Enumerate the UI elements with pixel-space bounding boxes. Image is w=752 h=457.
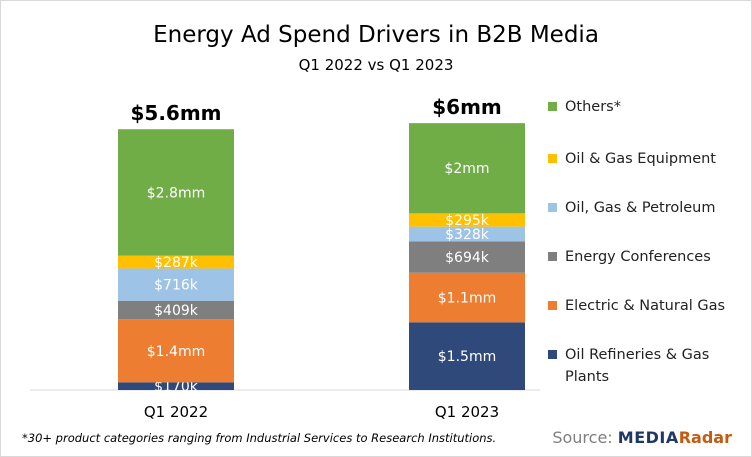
legend-swatch <box>548 252 557 261</box>
legend-swatch <box>548 154 557 163</box>
legend-label: Electric & Natural Gas <box>565 298 726 314</box>
legend-label: Others* <box>565 99 621 115</box>
legend-label: Oil, Gas & Petroleum <box>565 200 716 216</box>
bar-segment <box>409 322 525 390</box>
bar-segment <box>118 268 234 301</box>
data-label: $295k <box>445 213 490 229</box>
brand-radar: Radar <box>678 428 732 447</box>
legend-swatch <box>548 350 557 359</box>
data-label: $1.4mm <box>147 344 205 360</box>
total-label: $5.6mm <box>130 101 221 125</box>
bar-segment <box>409 241 525 273</box>
data-label: $328k <box>445 227 490 243</box>
data-label: $1.1mm <box>438 291 496 307</box>
footnote: *30+ product categories ranging from Ind… <box>22 431 497 445</box>
data-label: $1.5mm <box>438 349 496 365</box>
bar-segment <box>409 272 525 323</box>
bar-segment <box>409 123 525 214</box>
data-label: $716k <box>154 278 199 294</box>
data-label: $2mm <box>444 161 489 177</box>
legend-label: Oil & Gas Equipment <box>565 151 716 167</box>
legend-label: Oil Refineries & Gas Plants <box>565 347 710 385</box>
x-tick-label: Q1 2023 <box>435 403 499 421</box>
legend-item: Oil Refineries & Gas Plants <box>548 344 735 388</box>
data-label: $409k <box>154 303 199 319</box>
data-label: $2.8mm <box>147 185 205 201</box>
legend-item: Others* <box>548 96 735 118</box>
bar-segment <box>409 213 525 227</box>
bar-segment <box>118 382 234 390</box>
legend-label: Energy Conferences <box>565 249 711 265</box>
chart-title: Energy Ad Spend Drivers in B2B Media <box>153 22 599 48</box>
bar-segment <box>118 129 234 256</box>
data-label: $170k <box>154 379 199 395</box>
chart-subtitle: Q1 2022 vs Q1 2023 <box>298 56 454 74</box>
legend-item: Oil, Gas & Petroleum <box>548 197 735 219</box>
source-credit: Source: MEDIARadar <box>552 428 732 447</box>
legend-swatch <box>548 203 557 212</box>
legend-swatch <box>548 301 557 310</box>
legend-item: Oil & Gas Equipment <box>548 148 735 170</box>
bar-segment <box>118 319 234 383</box>
legend-item: Electric & Natural Gas <box>548 295 735 317</box>
bar-segment <box>118 300 234 320</box>
legend-item: Energy Conferences <box>548 246 735 268</box>
bar-segment <box>409 226 525 242</box>
legend-swatch <box>548 102 557 111</box>
brand-media: MEDIA <box>617 428 679 447</box>
data-label: $287k <box>154 255 199 271</box>
bar-segment <box>118 255 234 269</box>
source-prefix: Source: <box>552 428 618 447</box>
data-label: $694k <box>445 250 490 266</box>
x-tick-label: Q1 2022 <box>144 403 208 421</box>
total-label: $6mm <box>432 95 502 119</box>
